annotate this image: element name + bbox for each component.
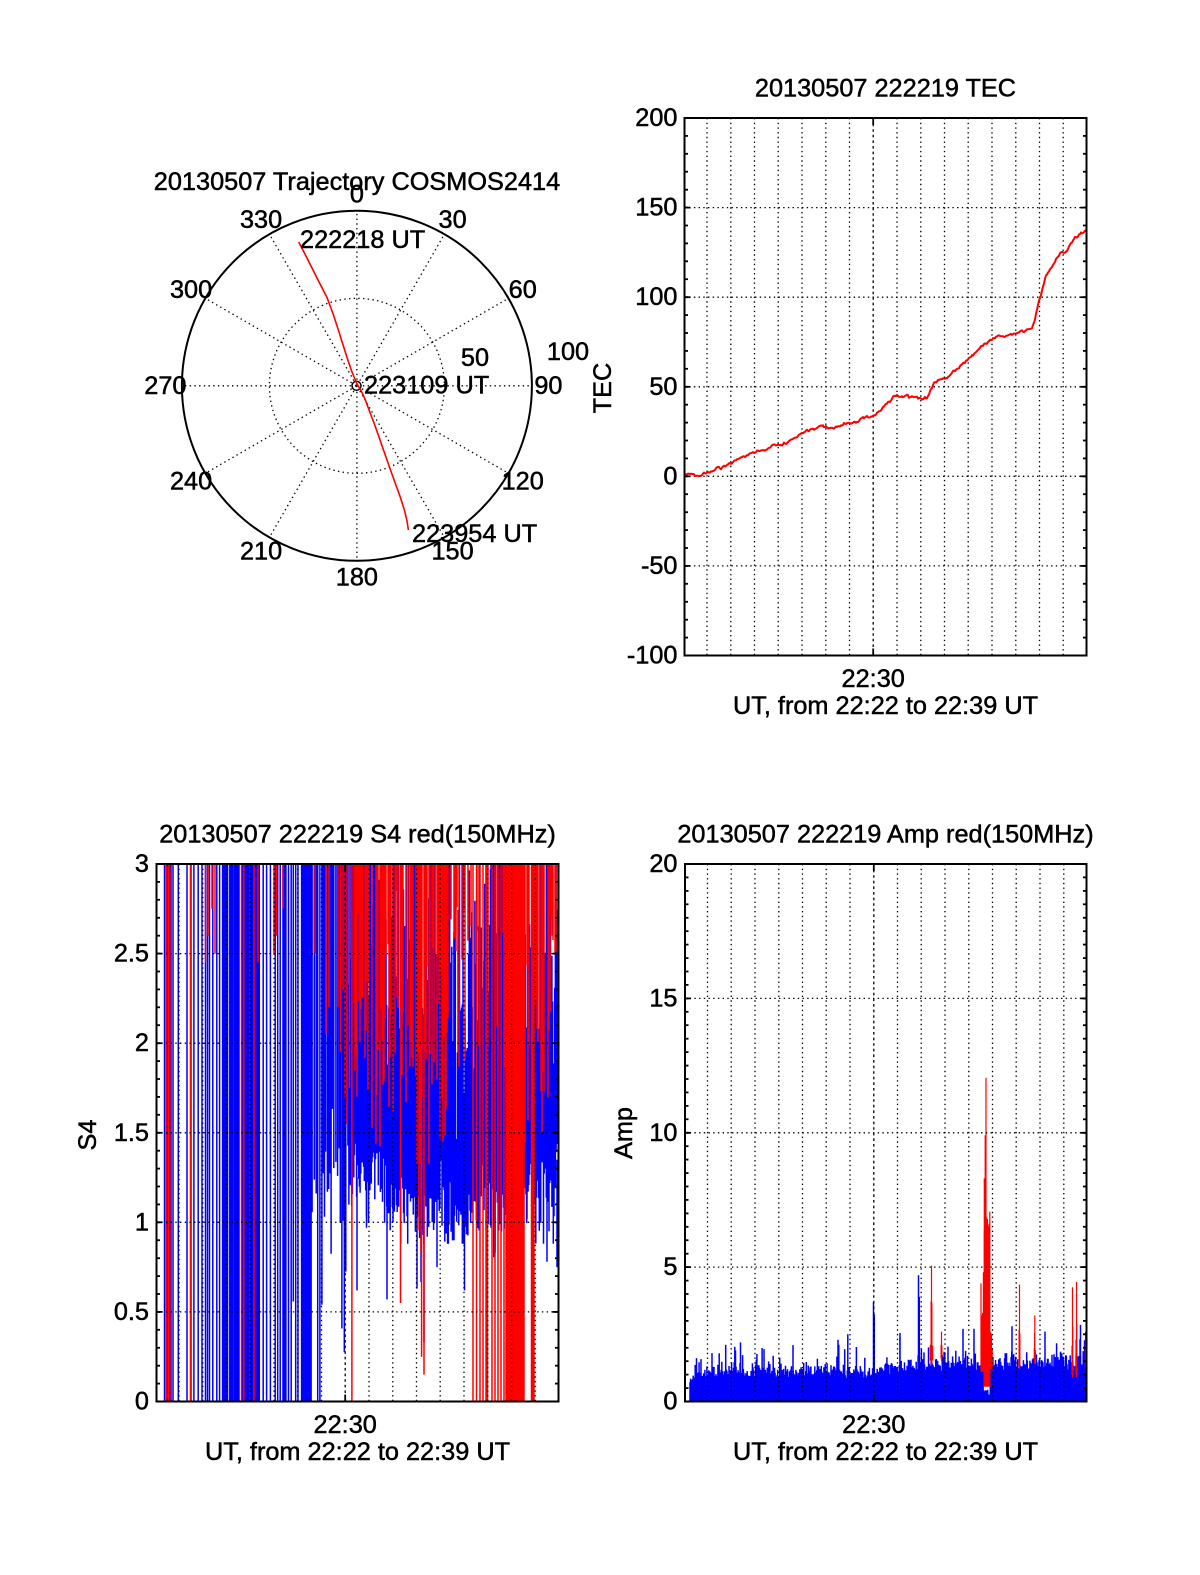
svg-text:2: 2 xyxy=(135,1029,149,1057)
svg-text:222218 UT: 222218 UT xyxy=(300,226,425,254)
svg-text:210: 210 xyxy=(240,538,282,566)
svg-text:0.5: 0.5 xyxy=(114,1298,149,1326)
svg-text:UT, from 22:22 to 22:39 UT: UT, from 22:22 to 22:39 UT xyxy=(733,1438,1038,1466)
svg-text:200: 200 xyxy=(635,104,677,132)
svg-text:1.5: 1.5 xyxy=(114,1119,149,1147)
svg-text:10: 10 xyxy=(649,1119,677,1147)
svg-text:223109 UT: 223109 UT xyxy=(364,372,489,400)
svg-text:20130507 222219 Amp red(150MHz: 20130507 222219 Amp red(150MHz) xyxy=(677,821,1093,849)
svg-text:0: 0 xyxy=(135,1388,149,1416)
svg-text:223954 UT: 223954 UT xyxy=(412,520,537,548)
svg-text:240: 240 xyxy=(170,468,212,496)
svg-text:22:30: 22:30 xyxy=(842,1411,905,1439)
svg-text:UT, from 22:22 to 22:39 UT: UT, from 22:22 to 22:39 UT xyxy=(205,1438,510,1466)
svg-text:100: 100 xyxy=(635,283,677,311)
svg-text:0: 0 xyxy=(350,180,364,208)
svg-text:30: 30 xyxy=(439,206,467,234)
svg-text:1: 1 xyxy=(135,1208,149,1236)
svg-text:180: 180 xyxy=(336,563,378,591)
svg-text:15: 15 xyxy=(649,984,677,1012)
svg-text:300: 300 xyxy=(170,276,212,304)
svg-text:150: 150 xyxy=(635,194,677,222)
svg-text:0: 0 xyxy=(663,462,677,490)
svg-text:20130507 Trajectory COSMOS2414: 20130507 Trajectory COSMOS2414 xyxy=(154,168,560,196)
svg-text:2.5: 2.5 xyxy=(114,940,149,968)
svg-text:0: 0 xyxy=(663,1388,677,1416)
svg-text:150: 150 xyxy=(431,538,473,566)
svg-text:3: 3 xyxy=(135,850,149,878)
svg-text:UT, from 22:22 to 22:39 UT: UT, from 22:22 to 22:39 UT xyxy=(733,692,1038,720)
svg-text:22:30: 22:30 xyxy=(314,1411,377,1439)
svg-text:-50: -50 xyxy=(641,552,678,580)
svg-text:50: 50 xyxy=(649,373,677,401)
svg-text:100: 100 xyxy=(547,338,589,366)
svg-text:TEC: TEC xyxy=(589,363,617,414)
svg-text:90: 90 xyxy=(534,372,562,400)
svg-text:60: 60 xyxy=(509,276,537,304)
svg-text:330: 330 xyxy=(240,206,282,234)
svg-text:20130507 222219 TEC: 20130507 222219 TEC xyxy=(755,75,1016,103)
svg-text:5: 5 xyxy=(663,1253,677,1281)
svg-text:50: 50 xyxy=(461,344,489,372)
svg-text:S4: S4 xyxy=(74,1120,102,1151)
svg-text:22:30: 22:30 xyxy=(842,665,905,693)
svg-text:270: 270 xyxy=(144,372,186,400)
svg-text:20: 20 xyxy=(649,850,677,878)
svg-text:Amp: Amp xyxy=(610,1107,638,1159)
svg-text:120: 120 xyxy=(502,468,544,496)
svg-text:20130507 222219 S4 red(150MHz): 20130507 222219 S4 red(150MHz) xyxy=(159,821,556,849)
svg-text:-100: -100 xyxy=(627,642,678,670)
